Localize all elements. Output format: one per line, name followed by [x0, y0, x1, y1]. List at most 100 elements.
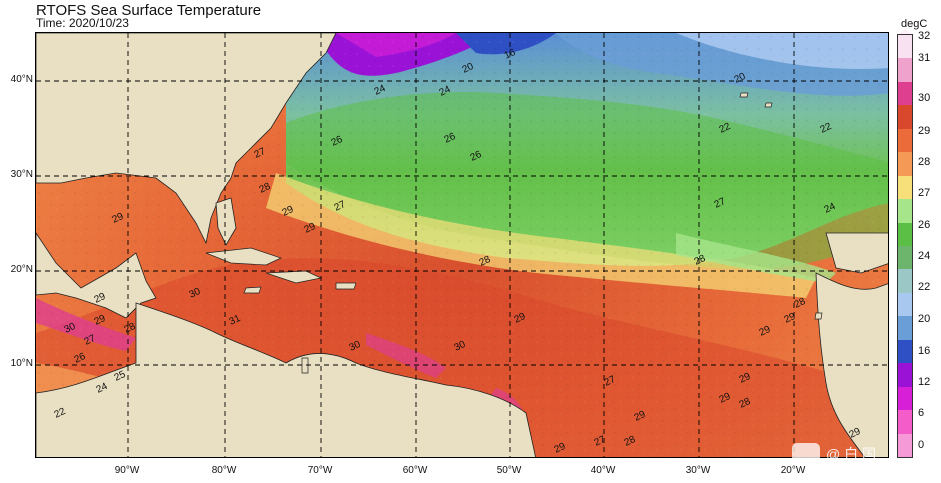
colorbar-segment: [898, 433, 912, 458]
colorbar-segment: [898, 363, 912, 388]
contour-labels: 20 16 20 24 24 22 22 24 26 26 26 27 27 27 28 28 28 29 29 29…: [53, 47, 863, 456]
colorbar-segment: [898, 81, 912, 106]
latitude-tick-label: 30°N: [10, 169, 33, 180]
contour-label: 30: [188, 286, 203, 301]
longitude-tick-label: 70°W: [307, 465, 333, 476]
graticule: [36, 33, 888, 457]
central-america-land: [36, 232, 157, 319]
contour-label: 25: [113, 369, 128, 384]
west-africa: [815, 272, 888, 457]
contour-label: 29: [281, 204, 296, 219]
contour-label: 30: [453, 339, 468, 354]
contour-label: 27: [713, 196, 728, 211]
weibo-logo-icon: [792, 443, 820, 465]
colorbar-segment: [898, 105, 912, 130]
colorbar-segment: [898, 246, 912, 270]
south-america: [36, 302, 536, 457]
latitude-tick-label: 10°N: [10, 358, 33, 369]
contour-label: 29: [93, 291, 108, 306]
colorbar-segment: [898, 128, 912, 153]
colorbar: [897, 34, 913, 458]
contour-label: 22: [819, 121, 834, 136]
contour-label: 24: [95, 381, 110, 396]
contour-label: 26: [73, 351, 88, 366]
colorbar-tick-label: 32: [918, 30, 931, 42]
colorbar-tick-label: 22: [918, 281, 931, 293]
contour-label: 22: [718, 121, 733, 136]
contour-label: 28: [693, 253, 708, 268]
contour-label: 24: [438, 84, 453, 99]
contour-label: 29: [303, 221, 318, 236]
contour-label: 20: [461, 61, 476, 76]
contour-label: 26: [443, 131, 458, 146]
contour-label: 30: [348, 339, 363, 354]
contour-label: 22: [53, 406, 68, 421]
contour-label: 16: [503, 47, 518, 62]
colorbar-tick-label: 16: [918, 345, 931, 357]
colorbar-segment: [898, 269, 912, 294]
contour-label: 20: [733, 71, 748, 86]
contour-label: 28: [478, 254, 493, 269]
contour-label: 30: [63, 321, 78, 336]
contour-label: 31: [228, 313, 243, 328]
contour-label: 29: [758, 324, 773, 339]
colorbar-tick-label: 26: [918, 219, 931, 231]
colorbar-tick-label: 24: [918, 250, 931, 262]
colorbar-tick-label: 27: [918, 187, 931, 199]
colorbar-segment: [898, 175, 912, 200]
longitude-tick-label: 20°W: [780, 465, 806, 476]
longitude-tick-label: 30°W: [685, 465, 711, 476]
longitude-tick-label: 60°W: [402, 465, 428, 476]
land-masses: [36, 33, 888, 457]
colorbar-tick-label: 12: [918, 376, 931, 388]
colorbar-segment: [898, 35, 912, 59]
florida: [215, 197, 237, 246]
colorbar-segment: [898, 222, 912, 247]
colorbar-unit: degC: [901, 18, 928, 30]
longitude-tick-label: 50°W: [496, 465, 522, 476]
contour-label: 29: [553, 441, 568, 456]
contour-label: 26: [330, 134, 345, 149]
contour-label: 29: [718, 391, 733, 406]
contour-label: 27: [593, 434, 608, 449]
contour-label: 27: [83, 333, 98, 348]
colorbar-tick-label: 29: [918, 125, 931, 137]
colorbar-segment: [898, 152, 912, 177]
contour-label: 29: [111, 211, 126, 226]
contour-label: 29: [783, 311, 798, 326]
latitude-tick-label: 20°N: [10, 264, 33, 275]
contour-label: 28: [623, 434, 638, 449]
contour-label: 28: [123, 321, 138, 336]
contour-label: 28: [738, 396, 753, 411]
longitude-tick-label: 90°W: [114, 465, 140, 476]
longitude-tick-label: 40°W: [590, 465, 616, 476]
longitude-tick-label: 80°W: [211, 465, 237, 476]
colorbar-segment: [898, 339, 912, 364]
sst-map-canvas: 20 16 20 24 24 22 22 24 26 26 26 27 27 27 28 28 28 29 29 29…: [36, 33, 888, 457]
contour-label: 29: [513, 311, 528, 326]
contour-label: 27: [333, 199, 348, 214]
contour-label: 27: [603, 374, 618, 389]
colorbar-segment: [898, 386, 912, 411]
contour-label: 24: [823, 201, 838, 216]
contour-label: 26: [469, 149, 484, 164]
colorbar-segment: [898, 316, 912, 341]
colorbar-tick-label: 0: [918, 439, 925, 451]
colorbar-tick-label: 28: [918, 156, 931, 168]
contour-label: 24: [373, 83, 388, 98]
iberia: [825, 232, 888, 274]
colorbar-segment: [898, 58, 912, 83]
colorbar-top-arrow: [897, 29, 913, 35]
contour-label: 27: [253, 146, 268, 161]
contour-label: 29: [633, 409, 648, 424]
watermark: @ 白 国: [792, 441, 932, 467]
latitude-tick-label: 40°N: [10, 74, 33, 85]
sst-map: 20 16 20 24 24 22 22 24 26 26 26 27 27 27 28 28 28 29 29 29…: [35, 32, 889, 458]
colorbar-segment: [898, 292, 912, 317]
contour-label: 29: [93, 313, 108, 328]
map-timestamp: Time: 2020/10/23: [36, 16, 129, 30]
contour-label: 29: [848, 426, 863, 441]
colorbar-tick-label: 6: [918, 407, 925, 419]
colorbar-tick-label: 20: [918, 313, 931, 325]
contour-label: 28: [258, 181, 273, 196]
